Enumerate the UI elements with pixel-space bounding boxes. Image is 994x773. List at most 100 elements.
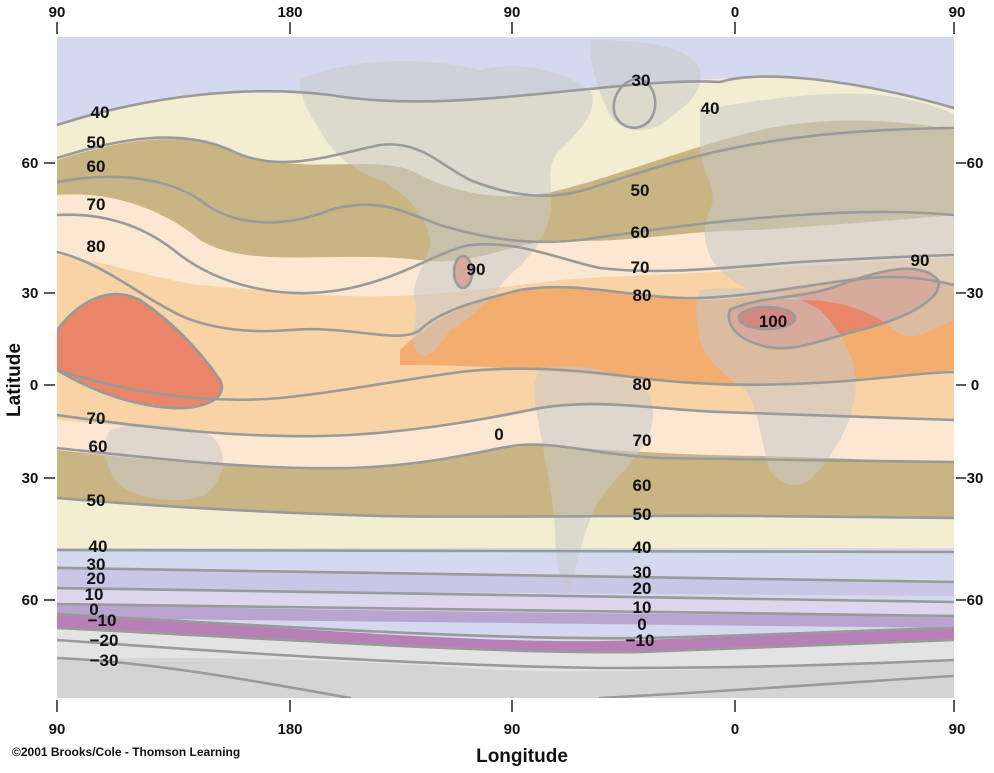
iso-label: 80 bbox=[87, 237, 106, 256]
iso-label: 40 bbox=[91, 103, 110, 122]
y-axis-title: Latitude bbox=[4, 343, 25, 417]
isotherm-50-north bbox=[57, 126, 954, 197]
iso-label: 60 bbox=[631, 223, 650, 242]
isotherm-50-south bbox=[57, 496, 954, 520]
right-tick: 60 bbox=[967, 155, 984, 172]
iso-label: 70 bbox=[633, 431, 652, 450]
isotherm-lines bbox=[57, 75, 954, 698]
isotherm-70-south bbox=[57, 402, 954, 438]
isotherm-100-core bbox=[737, 305, 797, 331]
isotherm-minus10-south bbox=[57, 626, 954, 654]
isotherm-90-sahara bbox=[727, 267, 940, 350]
copyright-credit: ©2001 Brooks/Cole - Thomson Learning bbox=[12, 745, 240, 759]
bottom-tick: 0 bbox=[731, 721, 739, 738]
iso-label: 70 bbox=[87, 195, 106, 214]
isotherm-0-south bbox=[57, 612, 954, 640]
iso-label: 50 bbox=[87, 133, 106, 152]
left-tick-marks bbox=[44, 162, 55, 601]
iso-label: 60 bbox=[89, 437, 108, 456]
iso-label: 40 bbox=[633, 538, 652, 557]
south-america bbox=[534, 365, 654, 590]
iso-label: 30 bbox=[87, 555, 106, 574]
bottom-tick: 90 bbox=[49, 721, 66, 738]
map-area: 40 50 60 70 80 70 60 50 40 30 20 10 0 −1… bbox=[57, 37, 954, 698]
right-tick-marks bbox=[956, 162, 966, 601]
iso-label: −30 bbox=[90, 651, 119, 670]
x-axis-title: Longitude bbox=[476, 746, 568, 767]
left-tick: 60 bbox=[22, 592, 39, 609]
africa bbox=[696, 288, 856, 486]
iso-label: 60 bbox=[87, 157, 106, 176]
bottom-tick-marks bbox=[56, 700, 955, 712]
iso-label: 0 bbox=[89, 600, 98, 619]
isotherm-70-north bbox=[57, 213, 954, 295]
iso-label: −10 bbox=[88, 611, 117, 630]
iso-label: 0 bbox=[494, 425, 503, 444]
band-40-50-south bbox=[57, 498, 954, 548]
right-tick: 30 bbox=[967, 470, 984, 487]
isotherm-minus30-south bbox=[57, 656, 352, 698]
left-ticks: 60 30 0 30 60 bbox=[22, 155, 39, 609]
top-tick: 90 bbox=[949, 4, 966, 21]
band-10-20-south bbox=[57, 590, 954, 614]
top-tick: 180 bbox=[277, 4, 302, 21]
iso-label: 60 bbox=[633, 476, 652, 495]
band-50-60-south bbox=[57, 445, 954, 515]
north-america bbox=[300, 61, 593, 356]
left-tick: 0 bbox=[30, 377, 38, 394]
isotherm-40-north bbox=[57, 75, 954, 127]
right-ticks: 60 30 0 30 60 bbox=[967, 155, 984, 609]
isotherm-minus20-south bbox=[57, 638, 954, 670]
bottom-tick: 90 bbox=[504, 721, 521, 738]
iso-label: 30 bbox=[632, 71, 651, 90]
band-60-70-south bbox=[57, 405, 954, 470]
left-tick: 30 bbox=[22, 285, 39, 302]
right-tick: 60 bbox=[967, 592, 984, 609]
continents bbox=[57, 40, 954, 698]
antarctica bbox=[57, 658, 954, 698]
isotherm-90-west-pacific bbox=[57, 292, 224, 410]
iso-label: 10 bbox=[85, 585, 104, 604]
iso-label: 50 bbox=[87, 491, 106, 510]
australia bbox=[104, 424, 223, 501]
left-tick: 30 bbox=[22, 470, 39, 487]
top-ticks: 90 180 90 0 90 bbox=[49, 4, 966, 21]
iso-label: 40 bbox=[89, 537, 108, 556]
iso-label: 50 bbox=[631, 181, 650, 200]
iso-label: 20 bbox=[633, 579, 652, 598]
band-below-0-south bbox=[57, 614, 954, 653]
iso-label: 80 bbox=[633, 286, 652, 305]
bottom-tick: 180 bbox=[277, 721, 302, 738]
iso-label: 100 bbox=[759, 312, 787, 331]
isotherm-labels: 40 50 60 70 80 70 60 50 40 30 20 10 0 −1… bbox=[85, 71, 930, 670]
isotherm-80-south bbox=[57, 367, 954, 402]
iso-label: 20 bbox=[87, 569, 106, 588]
isotherm-minus30-south-b bbox=[598, 674, 954, 698]
iso-label: 30 bbox=[633, 563, 652, 582]
iso-label: 0 bbox=[637, 615, 646, 634]
isotherm-30-greenland bbox=[612, 76, 657, 129]
band-0-10-south bbox=[57, 604, 954, 628]
iso-label: 90 bbox=[911, 251, 930, 270]
iso-label: 50 bbox=[633, 505, 652, 524]
right-tick: 30 bbox=[967, 285, 984, 302]
isotherm-60-north bbox=[57, 175, 954, 244]
band-90-west-pacific bbox=[57, 294, 222, 409]
iso-label: 90 bbox=[467, 260, 486, 279]
iso-label: 40 bbox=[701, 99, 720, 118]
top-tick-marks bbox=[56, 22, 955, 34]
bottom-tick: 90 bbox=[949, 721, 966, 738]
isotherm-90-southwest-us bbox=[452, 254, 474, 290]
top-tick: 90 bbox=[504, 4, 521, 21]
iso-label: 80 bbox=[633, 375, 652, 394]
top-tick: 90 bbox=[49, 4, 66, 21]
iso-label: 70 bbox=[87, 409, 106, 428]
bottom-ticks: 90 180 90 0 90 bbox=[49, 721, 966, 738]
left-tick: 60 bbox=[22, 155, 39, 172]
isotherm-30-south bbox=[57, 566, 954, 584]
isotherm-80-north bbox=[57, 250, 954, 337]
right-tick: 0 bbox=[971, 377, 979, 394]
isotherm-60-south bbox=[57, 443, 954, 470]
iso-label: 10 bbox=[633, 598, 652, 617]
